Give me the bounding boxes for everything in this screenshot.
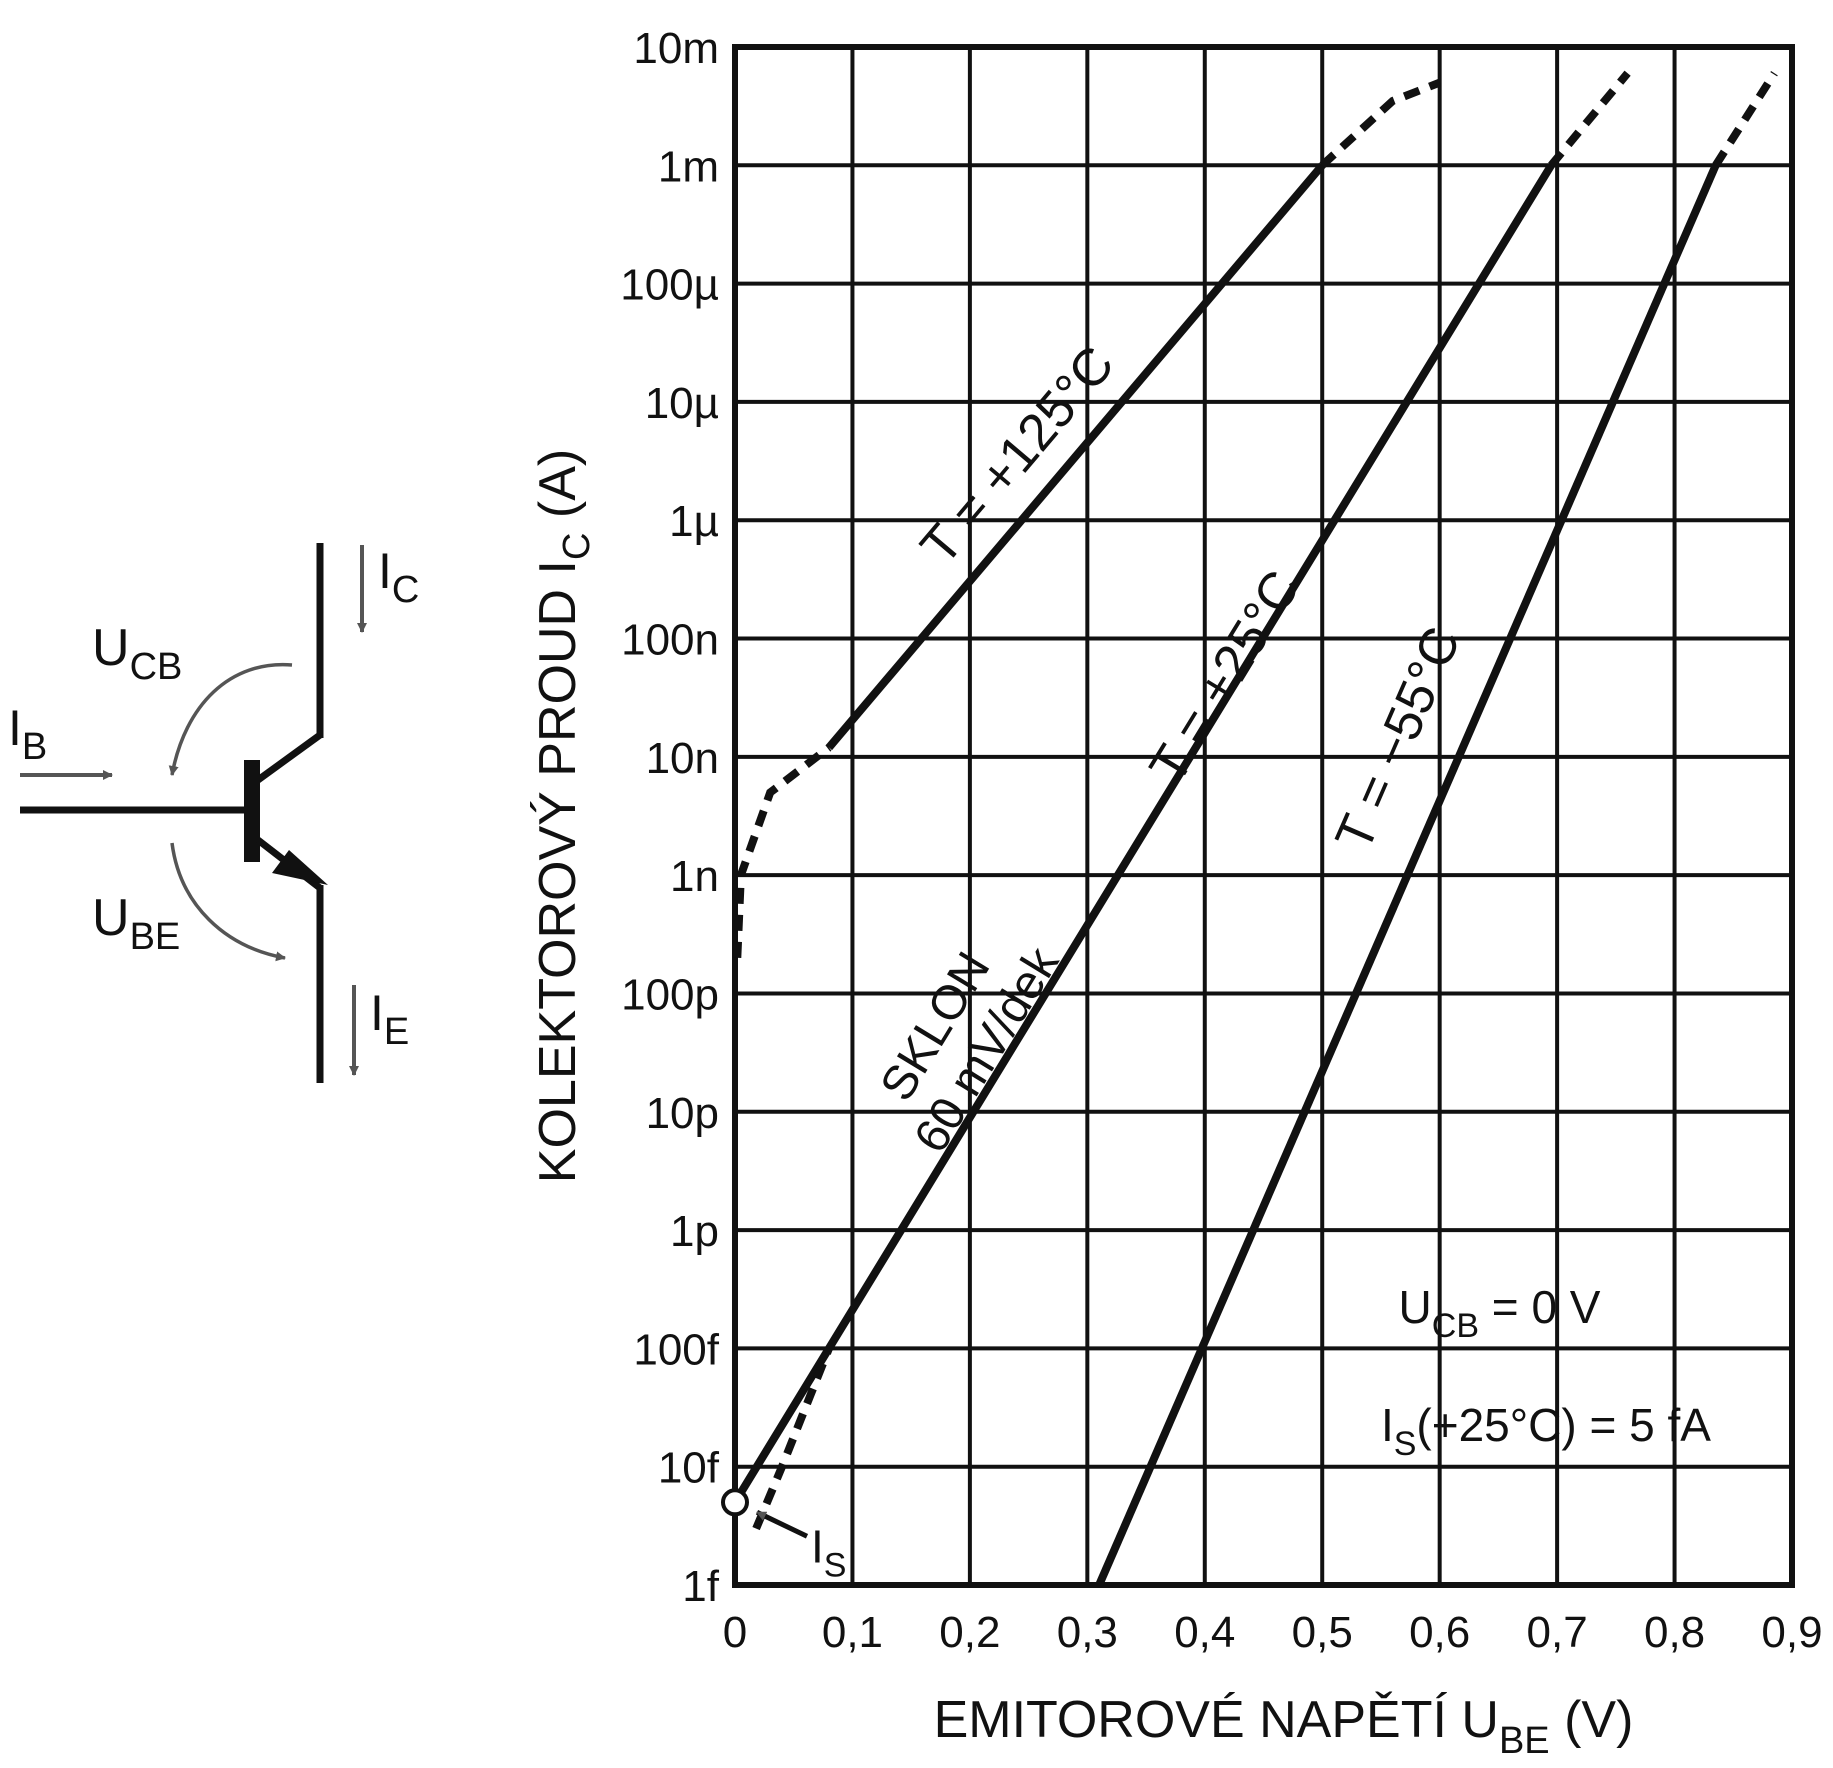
series-group [731,70,1778,1587]
ube-schematic-label: UBE [92,889,180,958]
y-tick-label: 1p [670,1207,719,1256]
x-axis-title: EMITOROVÉ NAPĚTÍ UBE (V) [934,1691,1634,1762]
x-tick-label: 0,3 [1057,1608,1118,1657]
y-tick-label: 10p [646,1089,719,1138]
y-tick-label: 100f [633,1325,719,1374]
x-tick-label: 0,6 [1409,1608,1470,1657]
x-tick-labels: 0 0,1 0,2 0,3 0,4 0,5 0,6 0,7 0,8 0,9 [723,1608,1823,1657]
x-tick-label: 0,7 [1527,1608,1588,1657]
ib-label: IB [8,700,47,768]
series-line-dashed [733,744,832,958]
series-line-dashed [1712,71,1778,168]
y-tick-labels: 1f 10f 100f 1p 10p 100p 1n 10n 100n 1µ 10µ 100µ 1m 10… [620,24,720,1611]
base-bar [244,760,260,862]
y-axis-title: KOLEKTOROVÝ PROUD IC (A) [529,449,598,1183]
y-tick-label: 1µ [669,497,719,546]
y-tick-label: 100n [621,616,719,665]
x-tick-label: 0,4 [1174,1608,1235,1657]
y-tick-label: 10µ [645,379,719,428]
series-line [825,162,1326,751]
ube-curved-arrow-icon [170,842,286,962]
ucb-curved-arrow-icon [168,662,293,776]
collector-lead-diagonal [255,732,323,783]
series-line-dashed [1548,70,1631,168]
is-condition-label: IS(+25°C) = 5 fA [1381,1399,1711,1463]
x-tick-label: 0,8 [1644,1608,1705,1657]
slope-annotation: SKLON 60 mV/dek [857,908,1070,1161]
series-label: T = −55°C [1325,619,1472,859]
y-tick-label: 1f [682,1562,719,1611]
x-tick-label: 0,1 [822,1608,883,1657]
grid [733,45,1794,1587]
series-labels: T = +125°CT = +25°C T = −55°C [910,335,1472,859]
is-arrow-icon [755,1510,809,1539]
y-tick-label: 10m [633,24,719,73]
y-tick-label: 10n [646,734,719,783]
ucb-condition-label: UCB = 0 V [1399,1281,1601,1345]
is-point-marker [721,1488,749,1517]
y-tick-label: 10f [658,1444,720,1493]
transistor-schematic: IC IE IB UCB UBE [8,543,419,1083]
chart: 1f 10f 100f 1p 10p 100p 1n 10n 100n 1µ 10µ 100µ 1m 10… [529,24,1823,1762]
ucb-schematic-label: UCB [92,619,182,688]
series-line [1095,163,1720,1587]
series-line [731,163,1555,1505]
emitter-arrow-icon [272,850,328,885]
series-line-dashed [1319,78,1442,169]
series-label: T = +125°C [910,335,1126,575]
ic-label: IC [378,543,419,611]
y-tick-label: 100µ [620,261,719,310]
y-tick-label: 1n [670,852,719,901]
x-tick-label: 0 [723,1608,747,1657]
y-tick-label: 100p [621,970,719,1019]
x-tick-label: 0,5 [1292,1608,1353,1657]
ie-label: IE [370,985,409,1053]
plot-frame [732,44,1795,1588]
series-line-dashed [752,1346,833,1531]
is-point-label: IS [811,1520,846,1584]
x-tick-label: 0,9 [1761,1608,1822,1657]
y-tick-label: 1m [658,142,719,191]
x-tick-label: 0,2 [939,1608,1000,1657]
